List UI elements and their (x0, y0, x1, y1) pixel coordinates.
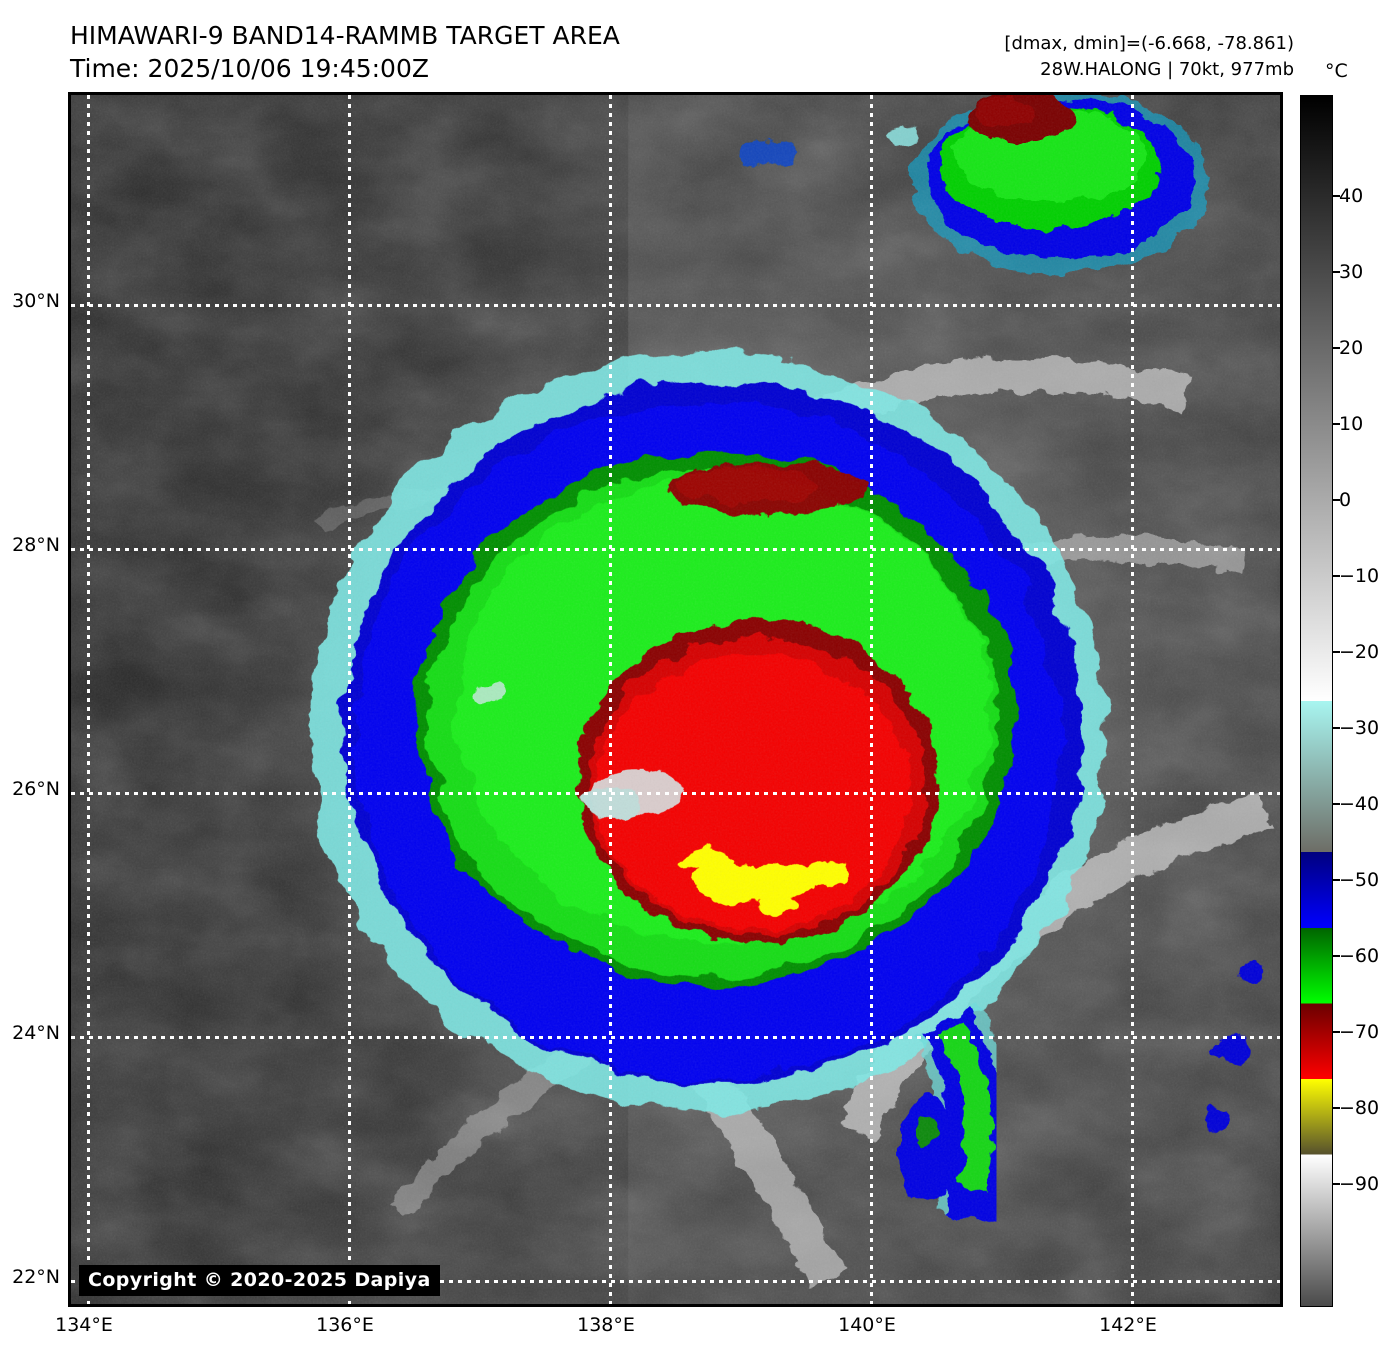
colorbar-tick-m40: −40 (1339, 793, 1380, 815)
ytick-label-30N: 30°N (12, 290, 60, 312)
colorbar-tick-m80: −80 (1339, 1097, 1380, 1119)
xtick-label-136E: 136°E (316, 1314, 374, 1336)
colorbar-tick-m60: −60 (1339, 945, 1380, 967)
xtick-label-142E: 142°E (1099, 1314, 1157, 1336)
satellite-imagery (71, 95, 1280, 1304)
storm-info-label: 28W.HALONG | 70kt, 977mb (1040, 58, 1294, 80)
colorbar-tick-m20: −20 (1339, 641, 1380, 663)
colorbar-tick-m70: −70 (1339, 1021, 1380, 1043)
xtick-label-134E: 134°E (55, 1314, 113, 1336)
time-line: Time: 2025/10/06 19:45:00Z (70, 53, 429, 83)
colorbar-tickmark (1333, 803, 1340, 805)
satellite-image-plot[interactable]: Copyright © 2020-2025 Dapiya (68, 92, 1283, 1307)
colorbar-tick-20: 20 (1339, 337, 1364, 359)
colorbar-unit-label: °C (1325, 60, 1348, 82)
title-line: HIMAWARI-9 BAND14-RAMMB TARGET AREA (70, 21, 620, 50)
colorbar-tickmark (1333, 1183, 1340, 1185)
metadata-block: [dmax, dmin]=(-6.668, -78.861) 28W.HALON… (1004, 31, 1294, 82)
colorbar-tick-m30: −30 (1339, 717, 1380, 739)
colorbar-tickmark (1333, 1031, 1340, 1033)
ytick-label-22N: 22°N (12, 1266, 60, 1288)
xtick-label-140E: 140°E (838, 1314, 896, 1336)
dmax-dmin-label: [dmax, dmin]=(-6.668, -78.861) (1004, 33, 1294, 54)
colorbar-tick-30: 30 (1339, 261, 1364, 283)
colorbar-tickmark (1333, 271, 1340, 273)
xtick-label-138E: 138°E (577, 1314, 635, 1336)
colorbar-tick-40: 40 (1339, 185, 1364, 207)
colorbar-gradient (1301, 96, 1332, 1306)
colorbar-tickmark (1333, 423, 1340, 425)
ytick-label-28N: 28°N (12, 534, 60, 556)
colorbar-tick-10: 10 (1339, 413, 1364, 435)
colorbar-tickmark (1333, 195, 1340, 197)
colorbar-tickmark (1333, 727, 1340, 729)
colorbar-tickmark (1333, 575, 1340, 577)
colorbar-tick-m90: −90 (1339, 1173, 1380, 1195)
colorbar-tickmark (1333, 955, 1340, 957)
ytick-label-24N: 24°N (12, 1022, 60, 1044)
colorbar-tickmark (1333, 499, 1340, 501)
copyright-watermark: Copyright © 2020-2025 Dapiya (79, 1265, 440, 1296)
page-title: HIMAWARI-9 BAND14-RAMMB TARGET AREA Time… (70, 20, 620, 85)
colorbar-tick-m10: −10 (1339, 565, 1380, 587)
ytick-label-26N: 26°N (12, 778, 60, 800)
colorbar-tickmark (1333, 651, 1340, 653)
colorbar-tick-0: 0 (1339, 489, 1352, 511)
colorbar-tickmark (1333, 1107, 1340, 1109)
colorbar-tickmark (1333, 347, 1340, 349)
colorbar-tickmark (1333, 879, 1340, 881)
colorbar (1300, 95, 1333, 1307)
colorbar-tick-m50: −50 (1339, 869, 1380, 891)
